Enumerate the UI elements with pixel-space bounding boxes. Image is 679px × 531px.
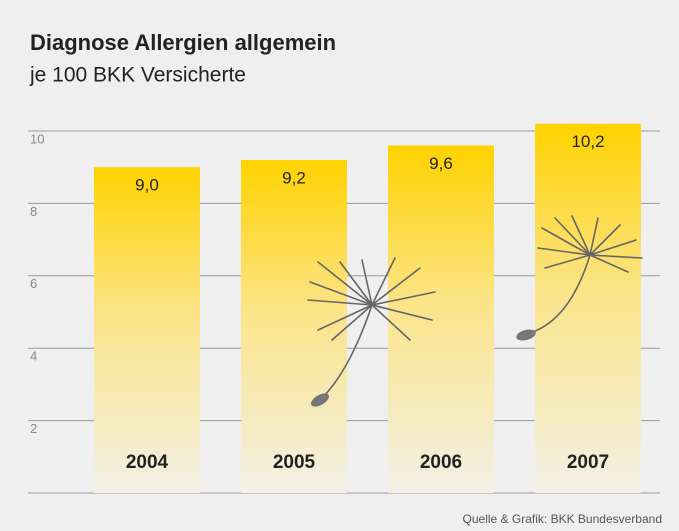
x-tick-label: 2004 — [126, 452, 169, 473]
x-tick-label: 2007 — [567, 452, 609, 473]
y-tick-label: 10 — [30, 131, 44, 146]
value-label: 9,2 — [282, 168, 306, 187]
x-tick-label: 2005 — [273, 452, 316, 473]
bar — [241, 160, 347, 493]
chart-subtitle: je 100 BKK Versicherte — [29, 64, 246, 87]
value-label: 9,0 — [135, 176, 159, 195]
chart-title: Diagnose Allergien allgemein — [30, 30, 336, 55]
y-tick-label: 2 — [30, 421, 37, 436]
bar — [94, 167, 200, 493]
x-tick-label: 2006 — [420, 452, 462, 473]
source-note: Quelle & Grafik: BKK Bundesverband — [463, 512, 662, 526]
value-label: 10,2 — [571, 132, 604, 151]
chart: Diagnose Allergien allgemein je 100 BKK … — [0, 0, 679, 531]
bar — [388, 145, 494, 493]
value-label: 9,6 — [429, 154, 453, 173]
y-tick-label: 8 — [30, 204, 37, 219]
y-tick-label: 6 — [30, 276, 37, 291]
y-tick-label: 4 — [30, 349, 37, 364]
bar — [535, 124, 641, 493]
